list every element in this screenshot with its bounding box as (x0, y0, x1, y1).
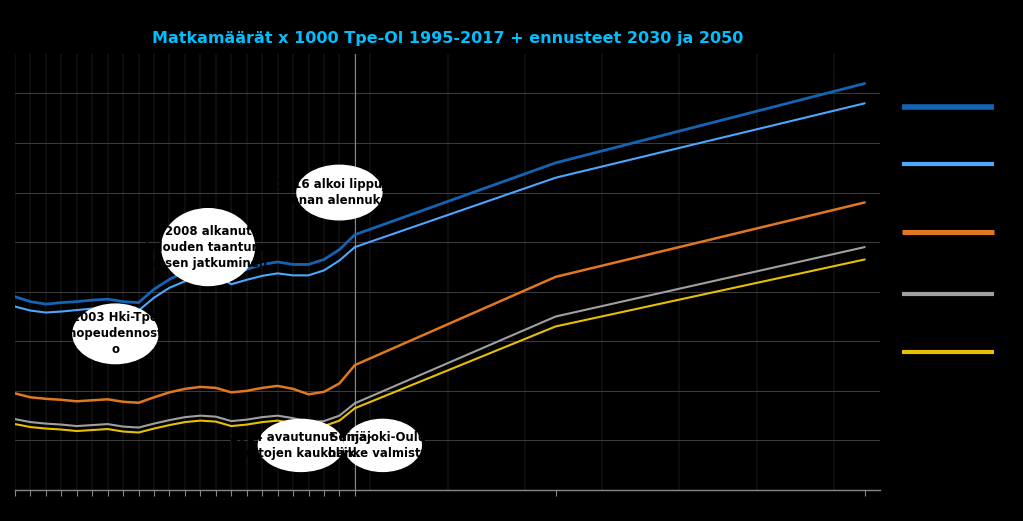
Ellipse shape (297, 165, 382, 220)
Ellipse shape (73, 304, 158, 364)
Ellipse shape (344, 419, 421, 472)
Ellipse shape (259, 419, 344, 472)
Text: Seinäjoki-Oulu -
hanke valmistuu: Seinäjoki-Oulu - hanke valmistuu (328, 431, 437, 460)
Text: 2016 alkoi lippujen
hinnan alennukset: 2016 alkoi lippujen hinnan alennukset (276, 178, 402, 207)
Ellipse shape (162, 209, 255, 286)
Text: 2008 alkanut
talouden taantuma
ja sen jatkuminen: 2008 alkanut talouden taantuma ja sen ja… (144, 225, 271, 269)
Text: 2003 Hki-Tpe
nopeudennost
o: 2003 Hki-Tpe nopeudennost o (69, 312, 163, 356)
Title: Matkamäärät x 1000 Tpe-Ol 1995-2017 + ennusteet 2030 ja 2050: Matkamäärät x 1000 Tpe-Ol 1995-2017 + en… (151, 31, 744, 46)
Text: 2014 avautunut linja-
autojen kaukoliik.: 2014 avautunut linja- autojen kaukoliik. (230, 431, 372, 460)
